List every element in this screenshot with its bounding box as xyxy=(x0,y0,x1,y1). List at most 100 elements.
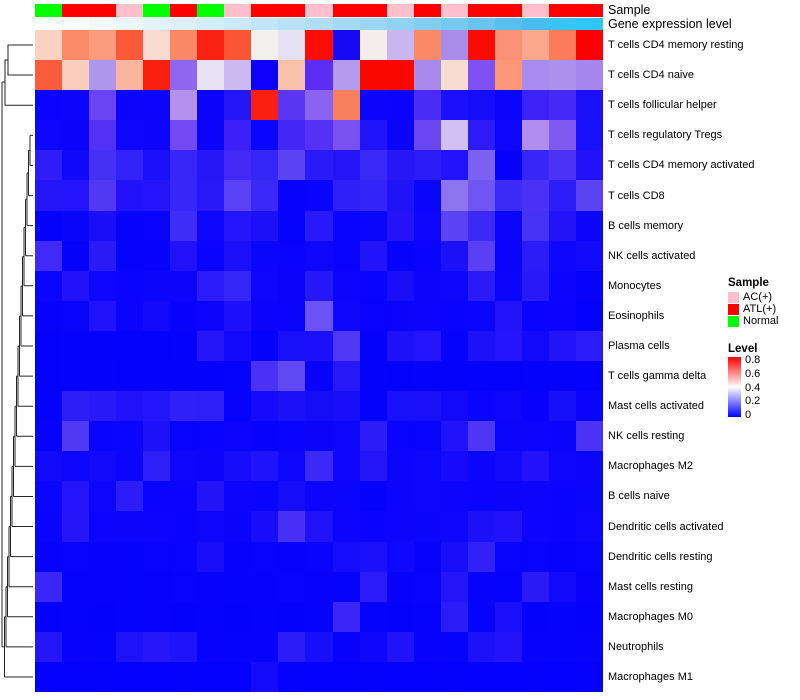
sample-annotation-cell xyxy=(170,4,198,17)
heatmap-cell xyxy=(35,481,63,512)
heatmap-cell xyxy=(251,631,279,662)
heatmap-cell xyxy=(359,240,387,271)
heatmap-cell xyxy=(440,661,468,692)
heatmap-cell xyxy=(251,300,279,331)
heatmap-cell xyxy=(332,481,360,512)
heatmap-cell xyxy=(62,30,90,61)
heatmap-cell xyxy=(197,90,225,121)
heatmap-cell xyxy=(224,571,252,602)
legend-item-label: ATL(+) xyxy=(743,303,777,315)
heatmap-cell xyxy=(467,571,495,602)
heatmap-cell xyxy=(116,210,144,241)
heatmap-cell xyxy=(89,30,117,61)
heatmap-cell xyxy=(197,270,225,301)
heatmap-cell xyxy=(89,210,117,241)
heatmap-cell xyxy=(359,571,387,602)
legend-swatch xyxy=(728,303,739,315)
heatmap-cell xyxy=(224,210,252,241)
heatmap-cell xyxy=(359,30,387,61)
heatmap-cell xyxy=(521,511,549,542)
heatmap-cell xyxy=(440,180,468,211)
heatmap-cell xyxy=(224,661,252,692)
heatmap-cell xyxy=(116,541,144,572)
heatmap-cell xyxy=(224,481,252,512)
heatmap-cell xyxy=(467,150,495,181)
heatmap-cell xyxy=(386,511,414,542)
legend-sample-title: Sample xyxy=(728,277,769,289)
heatmap-cell xyxy=(251,240,279,271)
heatmap-cell xyxy=(521,120,549,151)
heatmap-cell xyxy=(62,631,90,662)
heatmap-cell xyxy=(494,541,522,572)
heatmap-cell xyxy=(197,511,225,542)
gene-expression-annotation-cell xyxy=(35,18,63,30)
heatmap-cell xyxy=(494,180,522,211)
heatmap-cell xyxy=(116,391,144,422)
heatmap-cell xyxy=(305,631,333,662)
heatmap-cell xyxy=(197,481,225,512)
heatmap-cell xyxy=(440,631,468,662)
heatmap-cell xyxy=(467,391,495,422)
row-label: Macrophages M2 xyxy=(608,460,693,473)
sample-annotation-cell xyxy=(278,4,306,17)
heatmap-cell xyxy=(35,361,63,392)
row-label: T cells CD4 memory activated xyxy=(608,159,755,172)
heatmap-cell xyxy=(386,601,414,632)
heatmap-cell xyxy=(89,571,117,602)
heatmap-cell xyxy=(575,421,603,452)
heatmap-cell xyxy=(305,60,333,91)
heatmap-cell xyxy=(170,541,198,572)
heatmap-cell xyxy=(224,631,252,662)
heatmap-cell xyxy=(170,270,198,301)
heatmap-cell xyxy=(251,30,279,61)
heatmap-cell xyxy=(494,150,522,181)
heatmap-cell xyxy=(386,30,414,61)
heatmap-cell xyxy=(359,180,387,211)
heatmap-cell xyxy=(440,300,468,331)
sample-annotation-cell xyxy=(35,4,63,17)
heatmap-cell xyxy=(440,391,468,422)
row-label: Mast cells resting xyxy=(608,580,693,593)
row-label: Dendritic cells activated xyxy=(608,520,724,533)
heatmap-cell xyxy=(278,631,306,662)
heatmap-cell xyxy=(413,511,441,542)
heatmap-cell xyxy=(278,661,306,692)
heatmap-cell xyxy=(467,421,495,452)
heatmap-cell xyxy=(386,120,414,151)
row-label: T cells regulatory Tregs xyxy=(608,129,723,142)
heatmap-cell xyxy=(332,60,360,91)
heatmap-cell xyxy=(62,571,90,602)
sample-annotation-cell xyxy=(359,4,387,17)
heatmap-cell xyxy=(143,511,171,542)
sample-annotation-cell xyxy=(386,4,414,17)
heatmap-cell xyxy=(359,451,387,482)
heatmap-cell xyxy=(224,60,252,91)
heatmap-cell xyxy=(251,210,279,241)
heatmap-cell xyxy=(35,210,63,241)
row-label: B cells memory xyxy=(608,219,684,232)
heatmap-cell xyxy=(413,90,441,121)
heatmap-cell xyxy=(467,451,495,482)
heatmap-cell xyxy=(143,120,171,151)
heatmap-cell xyxy=(359,481,387,512)
heatmap-cell xyxy=(35,391,63,422)
heatmap-cell xyxy=(440,210,468,241)
heatmap-cell xyxy=(575,30,603,61)
heatmap-cell xyxy=(386,421,414,452)
heatmap-cell xyxy=(494,210,522,241)
heatmap-cell xyxy=(332,361,360,392)
heatmap-cell xyxy=(197,601,225,632)
legend-item-label: AC(+) xyxy=(743,291,773,303)
heatmap-cell xyxy=(359,60,387,91)
heatmap-cell xyxy=(413,240,441,271)
heatmap-cell xyxy=(413,30,441,61)
heatmap-cell xyxy=(89,330,117,361)
heatmap-grid xyxy=(35,30,603,692)
heatmap-cell xyxy=(170,631,198,662)
row-dendrogram xyxy=(1,44,33,678)
heatmap-cell xyxy=(197,300,225,331)
heatmap-cell xyxy=(116,421,144,452)
heatmap-cell xyxy=(467,361,495,392)
heatmap-cell xyxy=(143,541,171,572)
heatmap-cell xyxy=(494,571,522,602)
